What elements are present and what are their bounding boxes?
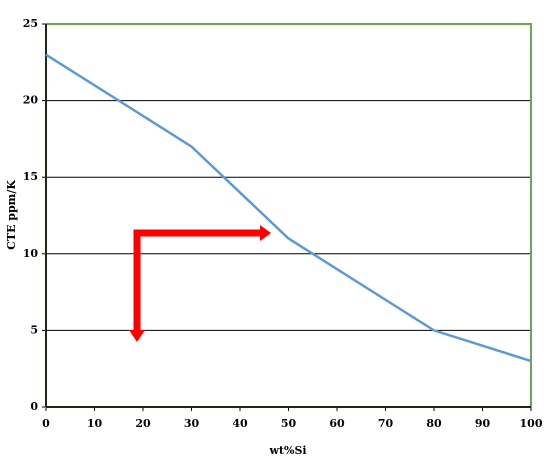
y-tick-label: 10	[23, 247, 39, 260]
x-tick-label: 10	[87, 417, 103, 430]
x-tick-label: 80	[426, 417, 442, 430]
data-line	[45, 53, 532, 363]
x-tick-label: 50	[281, 417, 297, 430]
y-tick-label: 20	[23, 94, 39, 107]
x-tick-label: 20	[135, 417, 151, 430]
y-tick-label: 25	[23, 17, 38, 30]
annotation-arrow	[129, 225, 271, 342]
x-axis-label: wt%Si	[268, 444, 306, 457]
x-tick-label: 70	[378, 417, 394, 430]
y-axis-label: CTE ppm/K	[5, 180, 18, 250]
x-tick-label: 30	[184, 417, 200, 430]
y-tick-label: 0	[30, 400, 38, 413]
x-tick-label: 60	[329, 417, 345, 430]
y-tick-label: 5	[30, 323, 38, 336]
x-tick-label: 0	[42, 417, 50, 430]
x-tick-label: 90	[475, 417, 491, 430]
x-tick-label: 100	[520, 417, 543, 430]
plot-border	[45, 23, 532, 408]
y-tick-label: 15	[23, 170, 38, 183]
x-tick-label: 40	[232, 417, 248, 430]
